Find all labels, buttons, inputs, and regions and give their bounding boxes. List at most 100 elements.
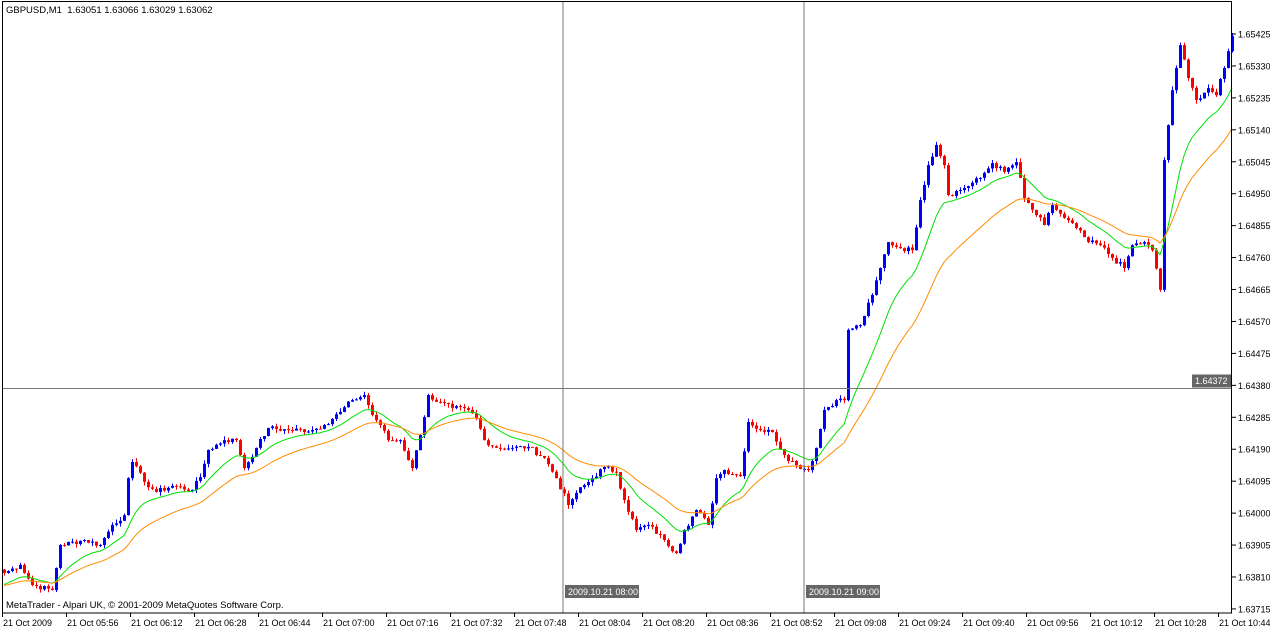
candle-body xyxy=(1187,59,1190,79)
candle-body xyxy=(131,461,134,479)
candle xyxy=(723,469,726,478)
price-tick-label: 1.65425 xyxy=(1238,30,1270,40)
price-tick-label: 1.64475 xyxy=(1238,349,1270,359)
candle xyxy=(775,429,778,446)
svg-text:2009.10.21 08:00: 2009.10.21 08:00 xyxy=(568,587,638,597)
candle xyxy=(879,267,882,285)
candle xyxy=(1139,241,1142,245)
candle xyxy=(399,439,402,444)
candle-body xyxy=(491,445,494,447)
price-tick-label: 1.63905 xyxy=(1238,541,1270,551)
candle-body xyxy=(111,524,114,532)
candle-body xyxy=(1111,253,1114,258)
candle xyxy=(251,454,254,465)
candle xyxy=(1231,32,1234,53)
candle-body xyxy=(43,586,46,590)
candle xyxy=(975,176,978,186)
candle xyxy=(183,484,186,492)
candle-body xyxy=(1023,177,1026,199)
candle-body xyxy=(823,409,826,429)
candle xyxy=(51,586,54,591)
candle xyxy=(227,437,230,445)
crosshair-price-label: 1.64372 xyxy=(1192,374,1231,388)
candle xyxy=(427,393,430,418)
candle xyxy=(787,453,790,464)
candle xyxy=(1163,157,1166,292)
svg-text:2009.10.21 09:00: 2009.10.21 09:00 xyxy=(809,587,879,597)
candle-body xyxy=(999,166,1002,169)
candle-body xyxy=(247,462,250,469)
candle xyxy=(363,391,366,399)
candle xyxy=(963,185,966,193)
candle-body xyxy=(511,447,514,449)
time-tick-label: 21 Oct 10:44 xyxy=(1219,618,1270,628)
candle xyxy=(739,472,742,477)
time-tick-label: 21 Oct 06:28 xyxy=(195,618,247,628)
candle-body xyxy=(911,247,914,251)
candle-body xyxy=(551,464,554,472)
candle xyxy=(343,405,346,413)
candle-body xyxy=(103,537,106,546)
candle xyxy=(95,541,98,548)
candle-body xyxy=(227,440,230,443)
candle xyxy=(671,545,674,553)
candle-body xyxy=(1027,198,1030,203)
candle-body xyxy=(859,325,862,327)
candle xyxy=(791,457,794,462)
candle xyxy=(523,446,526,452)
candle-body xyxy=(239,440,242,455)
time-tick-label: 21 Oct 08:36 xyxy=(707,618,759,628)
candle-body xyxy=(47,586,50,589)
candle-body xyxy=(207,449,210,464)
price-tick-label: 1.64760 xyxy=(1238,253,1270,263)
candle-body xyxy=(1035,209,1038,216)
candle xyxy=(303,428,306,435)
candle-body xyxy=(423,417,426,436)
candle xyxy=(199,473,202,483)
candle-body xyxy=(703,513,706,519)
candle xyxy=(291,427,294,433)
candle xyxy=(651,521,654,530)
candle-body xyxy=(1011,165,1014,168)
candle-body xyxy=(183,486,186,490)
candle xyxy=(1171,86,1174,126)
candle xyxy=(939,143,942,159)
candle-body xyxy=(519,446,522,448)
candle-body xyxy=(1067,217,1070,221)
time-tick-label: 21 Oct 09:24 xyxy=(899,618,951,628)
candle xyxy=(1119,258,1122,267)
candle xyxy=(143,472,146,486)
candle xyxy=(855,324,858,331)
candle-body xyxy=(1015,162,1018,166)
candle xyxy=(351,398,354,403)
price-tick-label: 1.64570 xyxy=(1238,317,1270,327)
candle-body xyxy=(231,438,234,443)
candle xyxy=(943,154,946,169)
candle xyxy=(1059,209,1062,217)
candle xyxy=(515,445,518,452)
candle-body xyxy=(763,430,766,432)
candle-body xyxy=(367,395,370,406)
candle-body xyxy=(827,407,830,410)
candle-body xyxy=(1199,98,1202,100)
candle xyxy=(1015,158,1018,169)
candle-body xyxy=(1191,78,1194,88)
price-tick-label: 1.63810 xyxy=(1238,572,1270,582)
candle xyxy=(1075,222,1078,230)
candle xyxy=(567,490,570,509)
candle xyxy=(1151,244,1154,252)
candle xyxy=(1063,211,1066,219)
candle-body xyxy=(303,429,306,433)
candle-body xyxy=(699,510,702,514)
candle-body xyxy=(1083,230,1086,238)
candle xyxy=(223,436,226,447)
candle xyxy=(283,429,286,435)
candle xyxy=(587,478,590,488)
candle-body xyxy=(659,533,662,535)
candle-body xyxy=(279,429,282,431)
candle-body xyxy=(431,395,434,400)
candle xyxy=(995,161,998,172)
candle xyxy=(991,159,994,173)
candle-body xyxy=(1059,209,1062,214)
